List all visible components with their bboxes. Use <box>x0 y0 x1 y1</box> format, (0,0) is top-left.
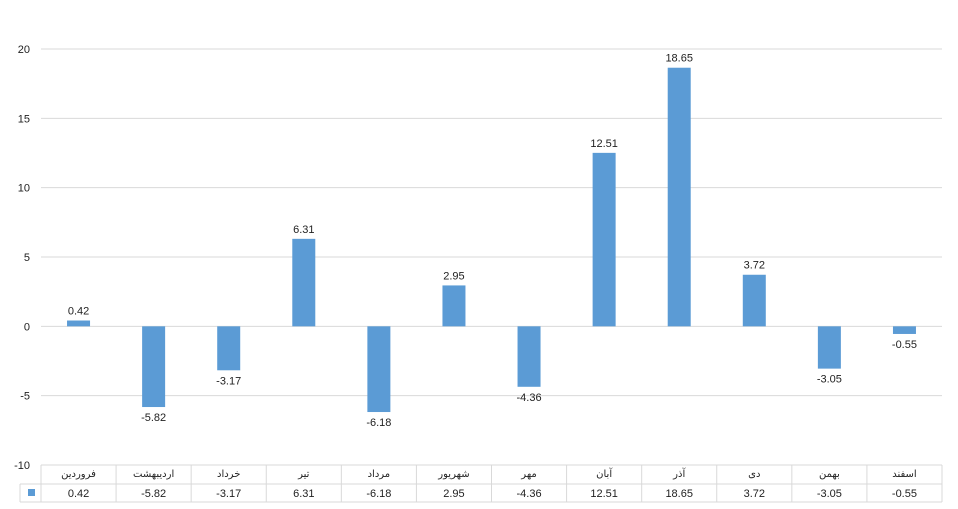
data-label: -3.17 <box>216 375 241 387</box>
category-label: فروردین <box>61 469 96 480</box>
data-label: 6.31 <box>293 224 314 236</box>
bar <box>67 320 91 327</box>
table-value: -5.82 <box>141 488 166 500</box>
y-tick-label: -5 <box>20 391 30 403</box>
data-label: -0.55 <box>892 339 917 351</box>
bar <box>667 67 691 327</box>
category-label: خرداد <box>217 469 240 480</box>
table-value: -0.55 <box>892 488 917 500</box>
y-tick-label: 5 <box>24 252 30 264</box>
bar <box>817 326 841 369</box>
category-label: اسفند <box>892 469 916 480</box>
data-table: فروردین 0.42 اردیبهشت -5.82 خرداد -3.17 تیر 6.3… <box>19 465 943 503</box>
bar <box>442 285 466 327</box>
legend-key-swatch <box>28 489 35 496</box>
y-tick-label: 15 <box>18 113 30 125</box>
category-label: دی <box>748 469 760 480</box>
data-label: -3.05 <box>817 374 842 386</box>
bar <box>742 274 766 327</box>
data-labels: 0.42 -5.82 -3.17 6.31 -6.18 2.95 -4.36 12.51 18.… <box>68 53 917 429</box>
gridlines <box>41 48 942 466</box>
y-tick-label: -10 <box>14 460 30 472</box>
category-label: تیر <box>297 469 310 480</box>
bar <box>367 326 391 413</box>
table-value: 18.65 <box>665 488 693 500</box>
category-label: اردیبهشت <box>133 469 174 480</box>
data-label: 18.65 <box>665 53 693 65</box>
category-label: آذر <box>672 467 686 480</box>
table-value: 6.31 <box>293 488 314 500</box>
bar <box>217 326 241 371</box>
table-value: -4.36 <box>517 488 542 500</box>
category-label: آبان <box>596 467 613 480</box>
y-tick-label: 20 <box>18 44 30 56</box>
data-label: -5.82 <box>141 412 166 424</box>
data-label: 2.95 <box>443 270 464 282</box>
bar <box>517 326 541 387</box>
category-label: مهر <box>520 469 536 480</box>
table-value: 12.51 <box>590 488 618 500</box>
category-label: شهریور <box>437 469 469 480</box>
category-label: مرداد <box>368 469 391 480</box>
table-value: 2.95 <box>443 488 464 500</box>
bar <box>892 326 916 334</box>
y-tick-label: 0 <box>24 321 30 333</box>
table-value: -6.18 <box>366 488 391 500</box>
y-axis-ticks: 20 15 10 5 0 -5 -10 <box>14 44 30 472</box>
data-label: -6.18 <box>366 417 391 429</box>
category-label: بهمن <box>819 469 840 480</box>
table-value: 0.42 <box>68 488 89 500</box>
bar <box>142 326 166 408</box>
bar <box>592 152 616 327</box>
data-label: -4.36 <box>517 392 542 404</box>
data-label: 3.72 <box>744 260 765 272</box>
data-label: 12.51 <box>590 138 618 150</box>
bars <box>67 67 916 413</box>
y-tick-label: 10 <box>18 183 30 195</box>
data-label: 0.42 <box>68 306 89 318</box>
bar <box>292 238 316 327</box>
table-value: 3.72 <box>744 488 765 500</box>
table-value: -3.05 <box>817 488 842 500</box>
table-value: -3.17 <box>216 488 241 500</box>
